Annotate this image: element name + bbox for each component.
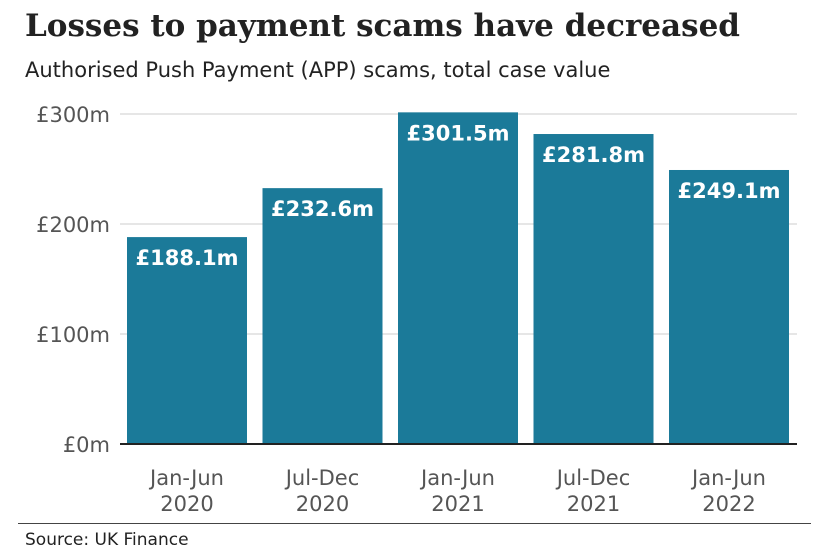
bar	[127, 237, 247, 444]
y-tick-label: £100m	[36, 323, 110, 347]
y-tick-label: £200m	[36, 213, 110, 237]
bar	[398, 112, 518, 444]
x-tick-label: Jan-Jun	[148, 466, 224, 490]
bar	[669, 169, 789, 445]
x-tick-label: Jul-Dec	[555, 466, 631, 490]
bar-value-label: £232.6m	[271, 197, 374, 221]
chart-title: Losses to payment scams have decreased	[25, 8, 740, 44]
x-tick-label: Jan-Jun	[690, 466, 766, 490]
x-tick-label: 2020	[296, 492, 349, 516]
bar-value-label: £281.8m	[542, 143, 645, 167]
bar-chart: £0m£100m£200m£300m£188.1mJan-Jun2020£232…	[36, 103, 797, 516]
x-tick-label: 2021	[567, 492, 620, 516]
x-tick-label: Jul-Dec	[284, 466, 360, 490]
x-tick-label: 2021	[431, 492, 484, 516]
bar-value-label: £188.1m	[136, 246, 239, 270]
chart-subtitle: Authorised Push Payment (APP) scams, tot…	[25, 58, 611, 82]
x-tick-label: 2022	[702, 492, 755, 516]
x-tick-label: Jan-Jun	[419, 466, 495, 490]
y-tick-label: £0m	[63, 433, 110, 457]
bar-value-label: £249.1m	[678, 179, 781, 203]
footer-divider	[18, 523, 811, 524]
y-tick-label: £300m	[36, 103, 110, 127]
x-tick-label: 2020	[160, 492, 213, 516]
bar	[533, 134, 654, 444]
bar-value-label: £301.5m	[407, 121, 510, 145]
bar	[262, 188, 383, 444]
source-note: Source: UK Finance	[25, 530, 189, 550]
